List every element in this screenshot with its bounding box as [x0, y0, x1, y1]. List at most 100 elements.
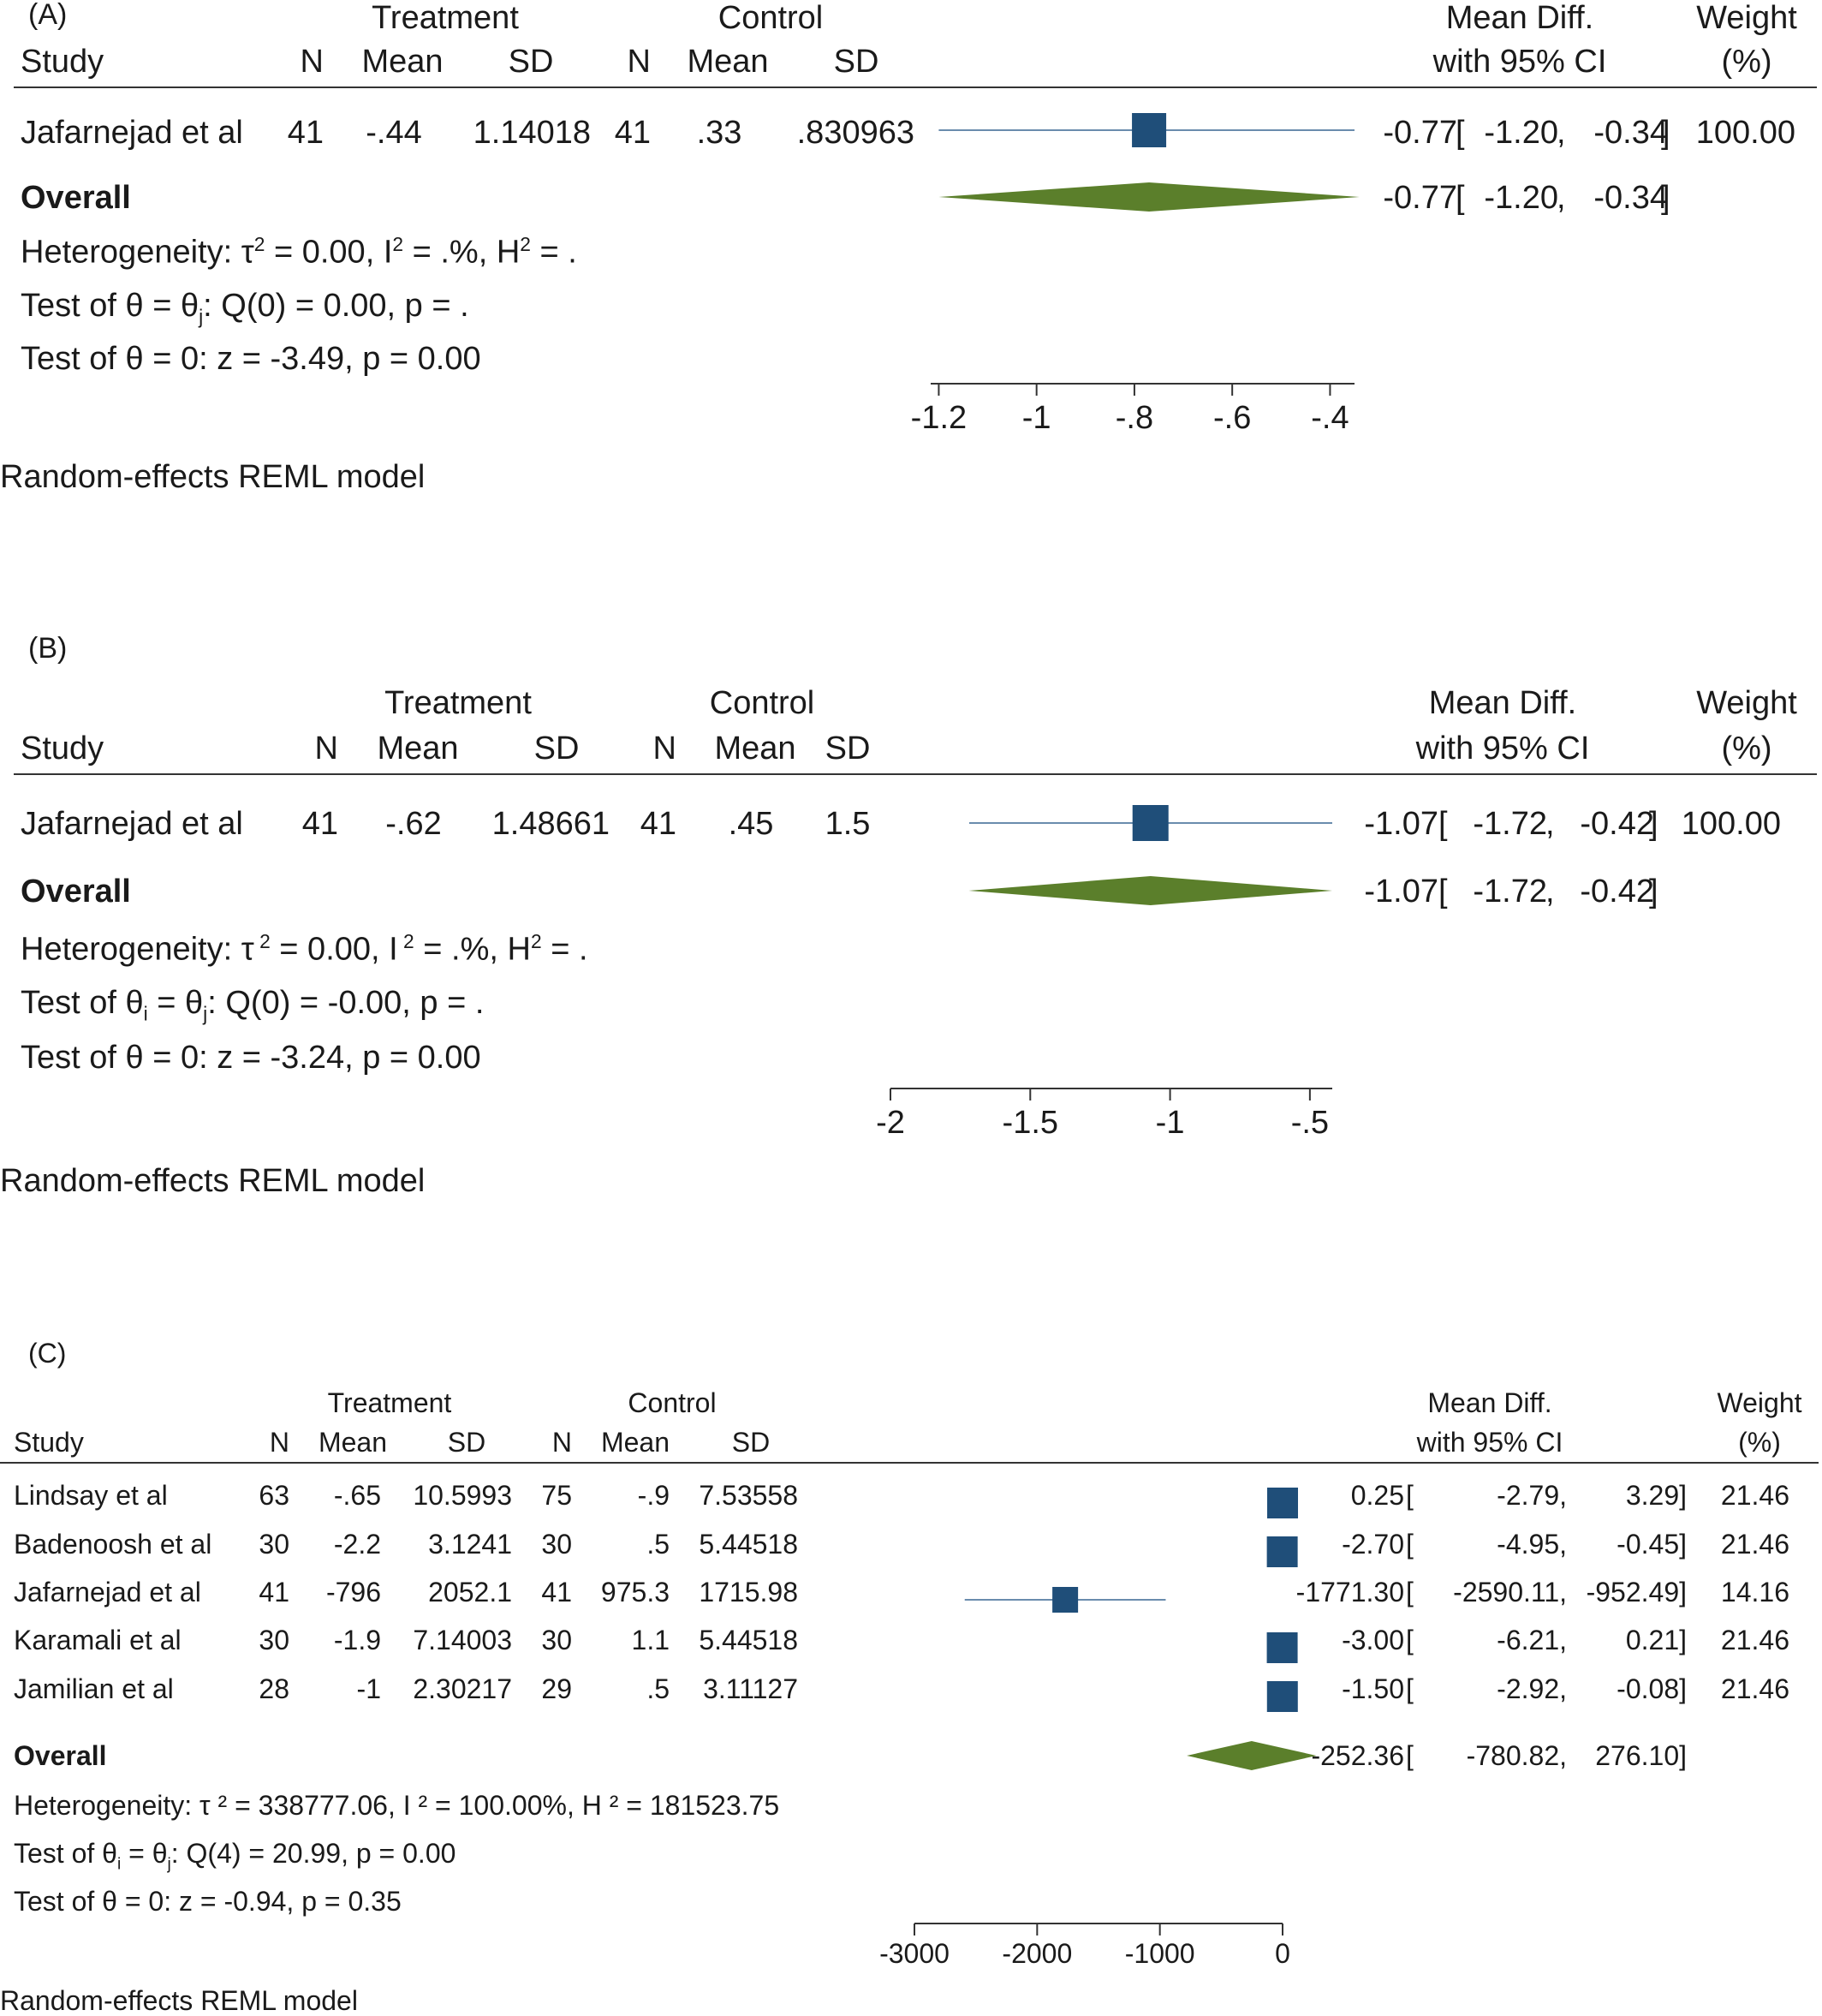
panel-label: (C)	[28, 1338, 67, 1369]
header-mean-diff: Mean Diff.	[1428, 685, 1577, 721]
header-study: Study	[21, 44, 104, 80]
header-weight-unit: (%)	[1738, 1427, 1781, 1458]
header-control-n: N	[652, 731, 676, 766]
study-marker	[1266, 1632, 1298, 1663]
control-sd: 5.44518	[699, 1625, 798, 1655]
header-weight-unit: (%)	[1721, 44, 1772, 80]
ci-open-bracket: [	[1406, 1673, 1414, 1704]
treatment-sd: 2.30217	[413, 1673, 512, 1704]
header-treatment: Treatment	[372, 0, 519, 36]
study-marker	[1266, 1681, 1298, 1712]
control-sd: 1715.98	[699, 1577, 798, 1607]
overall-mean-diff: -1.07	[1364, 874, 1438, 910]
mean-diff: -1.07	[1364, 806, 1438, 842]
control-mean: 975.3	[600, 1577, 670, 1607]
control-n: 41	[614, 115, 651, 151]
overall-diamond	[1187, 1741, 1317, 1770]
ci-close-bracket: ]	[1661, 180, 1670, 216]
ci-lower: -2590.11,	[1453, 1577, 1567, 1607]
study-name: Badenoosh et al	[14, 1529, 212, 1560]
overall-ci-lower: -1.20	[1484, 180, 1558, 216]
overall-ci-upper: 276.10]	[1595, 1740, 1687, 1771]
model-note: Random-effects REML model	[0, 459, 426, 495]
treatment-mean: -.44	[366, 115, 422, 151]
homogeneity-test: Test of θi = θj: Q(0) = -0.00, p = .	[21, 985, 485, 1025]
control-mean: .33	[696, 115, 742, 151]
control-mean: -.9	[637, 1480, 670, 1511]
treatment-n: 41	[287, 115, 324, 151]
ci-upper: 0.21]	[1625, 1625, 1687, 1655]
panel-label: (B)	[28, 632, 68, 665]
ci-comma: ,	[1557, 180, 1566, 216]
ci-comma: ,	[1557, 115, 1566, 151]
treatment-mean: -796	[325, 1577, 381, 1607]
mean-diff: -2.70	[1342, 1529, 1404, 1560]
overall-ci-lower: -780.82,	[1466, 1740, 1567, 1771]
control-sd: 1.5	[825, 806, 871, 842]
control-n: 41	[640, 806, 676, 842]
overall-mean-diff: -252.36	[1311, 1740, 1404, 1771]
ci-lower: -4.95,	[1497, 1529, 1567, 1560]
overall-label: Overall	[21, 874, 131, 910]
header-treatment-mean: Mean	[361, 44, 444, 80]
study-name: Jafarnejad et al	[14, 1577, 201, 1607]
header-control-sd: SD	[825, 731, 871, 766]
ci-upper: 3.29]	[1625, 1480, 1687, 1511]
ci-open-bracket: [	[1406, 1625, 1414, 1655]
treatment-mean: -1.9	[333, 1625, 381, 1655]
treatment-n: 63	[259, 1480, 289, 1511]
ci-open-bracket: [	[1406, 1577, 1414, 1607]
homogeneity-test: Test of θ = θj: Q(0) = 0.00, p = .	[21, 288, 469, 328]
ci-upper: -0.42	[1580, 806, 1654, 842]
overall-diamond	[968, 876, 1332, 905]
x-tick-label: -3000	[879, 1938, 950, 1969]
header-treatment-n: N	[314, 731, 338, 766]
header-treatment-n: N	[300, 44, 324, 80]
header-treatment-n: N	[269, 1427, 289, 1458]
header-treatment-sd: SD	[533, 731, 580, 766]
header-control-sd: SD	[731, 1427, 771, 1458]
forest-plot-c: -3000 -2000 -1000 0	[0, 1462, 1819, 1969]
model-note: Random-effects REML model	[0, 1985, 358, 2016]
study-marker	[1267, 1488, 1298, 1518]
x-tick-label: -.4	[1311, 400, 1349, 436]
overall-mean-diff: -0.77	[1383, 180, 1457, 216]
treatment-sd: 7.14003	[413, 1625, 512, 1655]
header-treatment: Treatment	[327, 1387, 452, 1418]
control-sd: 3.11127	[703, 1673, 798, 1704]
x-tick-label: -.6	[1213, 400, 1251, 436]
ci-open-bracket: [	[1438, 874, 1448, 910]
treatment-sd: 10.5993	[413, 1480, 512, 1511]
study-marker	[1132, 113, 1167, 147]
treatment-sd: 2052.1	[428, 1577, 512, 1607]
control-n: 30	[541, 1625, 572, 1655]
ci-lower: -6.21,	[1497, 1625, 1567, 1655]
x-tick-label: -1.2	[911, 400, 967, 436]
weight: 21.46	[1720, 1529, 1789, 1560]
header-treatment-sd: SD	[508, 44, 554, 80]
forest-plot-b: -2 -1.5 -1 -.5	[14, 773, 1817, 1141]
ci-upper: -0.34	[1593, 115, 1668, 151]
weight: 100.00	[1695, 115, 1795, 151]
ci-open-bracket: [	[1438, 806, 1448, 842]
forest-plot-a: -1.2 -1 -.8 -.6 -.4	[14, 86, 1817, 436]
study-name: Jamilian et al	[14, 1673, 174, 1704]
mean-diff: -1771.30	[1295, 1577, 1404, 1607]
x-tick-label: 0	[1275, 1938, 1290, 1969]
weight: 21.46	[1720, 1673, 1789, 1704]
header-weight: Weight	[1717, 1387, 1802, 1418]
header-control-n: N	[551, 1427, 572, 1458]
ci-lower: -2.79,	[1497, 1480, 1567, 1511]
weight: 21.46	[1720, 1625, 1789, 1655]
header-study: Study	[21, 731, 104, 766]
treatment-sd: 1.14018	[473, 115, 591, 151]
ci-open-bracket: [	[1456, 115, 1465, 151]
control-mean: .5	[646, 1673, 670, 1704]
mean-diff: -0.77	[1383, 115, 1457, 151]
header-control: Control	[717, 0, 824, 36]
header-control-mean: Mean	[600, 1427, 670, 1458]
header-control-sd: SD	[833, 44, 879, 80]
treatment-sd: 3.1241	[428, 1529, 512, 1560]
mean-diff: -3.00	[1342, 1625, 1404, 1655]
heterogeneity-stats: Heterogeneity: τ2 = 0.00, I2 = .%, H2 = …	[21, 233, 577, 271]
